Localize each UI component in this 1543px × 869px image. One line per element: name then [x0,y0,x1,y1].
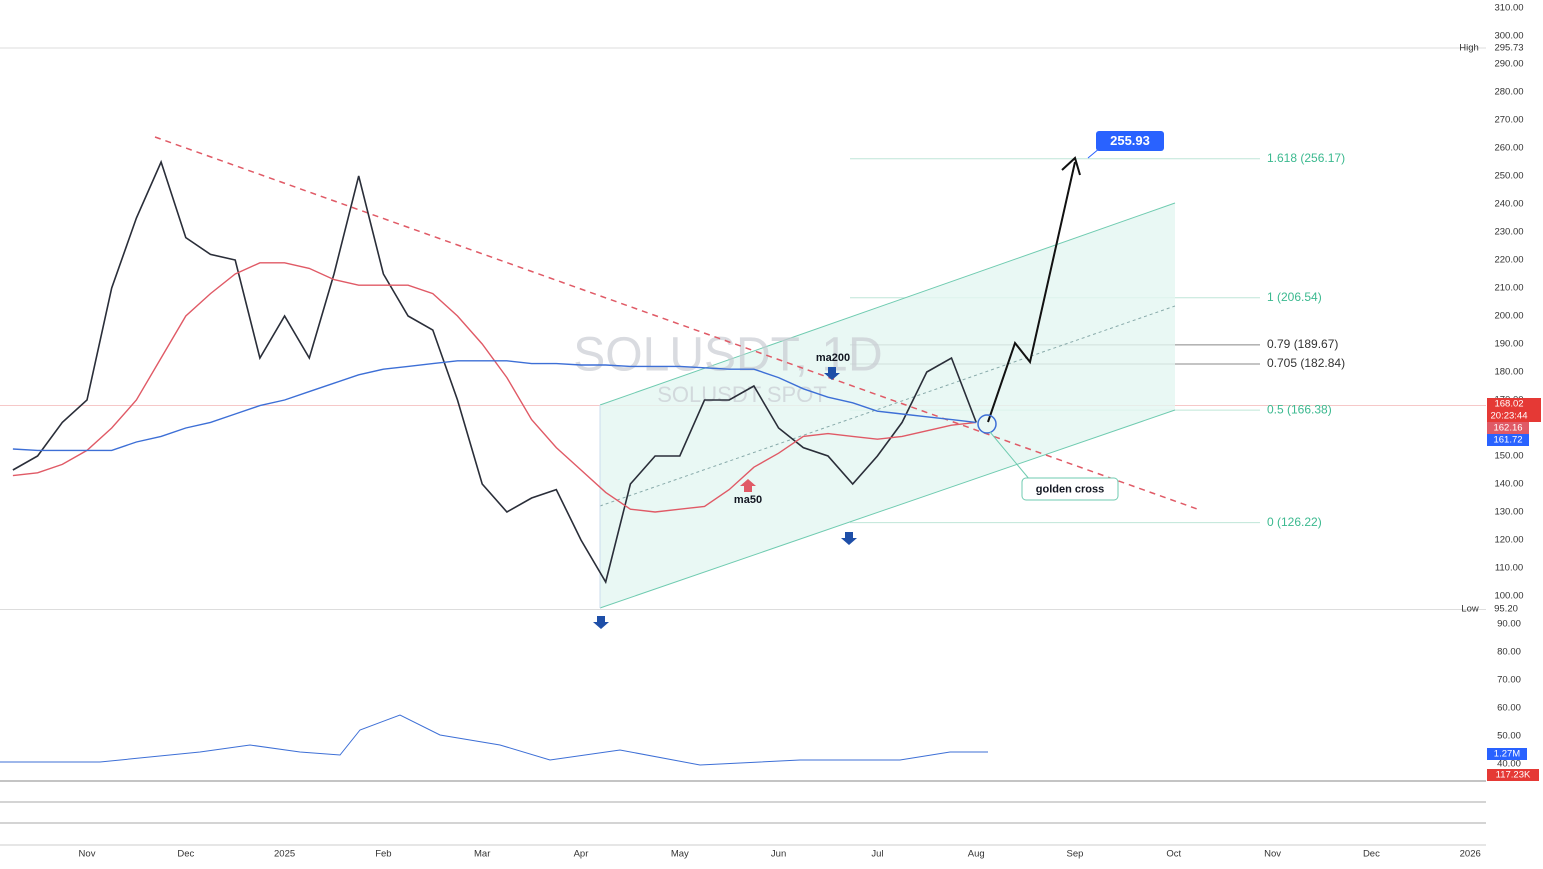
ma50-value: 162.16 [1493,423,1522,434]
volume-ma-value: 1.27M [1494,749,1520,760]
y-tick-label: 120.00 [1494,535,1523,546]
y-tick-label: 240.00 [1494,199,1523,210]
x-tick-label: Feb [375,849,391,860]
ma200-value: 161.72 [1493,435,1522,446]
x-tick-label: Apr [574,849,589,860]
trendline [154,136,1201,511]
x-tick-label: Nov [79,849,96,860]
up-arrow [740,479,756,492]
projection-arrow [987,161,1076,423]
y-tick-label: 230.00 [1494,227,1523,238]
y-tick-label: 260.00 [1494,143,1523,154]
last-price-box [1487,398,1541,422]
high-tag: High [1459,43,1479,54]
y-tick-label: 290.00 [1494,59,1523,70]
volume-value: 117.23K [1496,770,1531,781]
y-tick-label: 180.00 [1494,367,1523,378]
y-tick-label: 250.00 [1494,171,1523,182]
down-arrow [841,532,857,545]
x-axis: Nov Dec 2025 Feb Mar Apr May Jun Jul Aug Sep Oct Nov… [79,849,1481,860]
high-label: 295.73 [1494,43,1523,54]
ma50-box [1487,422,1529,434]
x-tick-label: Jul [871,849,883,860]
target-box [1096,131,1164,151]
plot [12,159,977,585]
x-tick-label: 2026 [1460,849,1481,860]
volume-ma [0,714,988,766]
x-tick-label: Oct [1166,849,1181,860]
target-label: 255.93 [1110,133,1150,148]
golden-cross-label: golden cross [1036,483,1104,495]
fib-label: 0.79 (189.67) [1267,337,1338,351]
ma-line [12,360,977,452]
volume-ma-box [1487,748,1527,760]
y-tick-label: 190.00 [1494,339,1523,350]
down-arrow [593,616,609,629]
last-price: 168.02 [1494,399,1523,410]
x-tick-label: Nov [1264,849,1281,860]
y-tick-label: 310.00 [1494,3,1523,14]
fib-label: 1 (206.54) [1267,290,1322,304]
y-tick-label: 70.00 [1497,675,1521,686]
x-tick-label: Dec [1363,849,1380,860]
watermark-subtitle: SOLUSDT SPOT [657,382,827,407]
y-tick-label: 280.00 [1494,87,1523,98]
y-tick-label: 200.00 [1494,311,1523,322]
y-axis: 310.00 300.00 290.00 280.00 270.00 260.00 250.… [1494,3,1523,770]
y-tick-label: 300.00 [1494,31,1523,42]
y-tick-label: 150.00 [1494,451,1523,462]
y-tick-label: 50.00 [1497,731,1521,742]
x-tick-label: May [671,849,689,860]
x-tick-label: Dec [177,849,194,860]
ma200-box [1487,434,1529,446]
low-label: 95.20 [1494,604,1518,615]
y-tick-label: 90.00 [1497,619,1521,630]
countdown: 20:23:44 [1491,411,1528,422]
price-line [12,159,977,585]
ma50-label: ma50 [734,494,762,506]
fib-label: 1.618 (256.17) [1267,151,1345,165]
ma200-label: ma200 [816,352,850,364]
y-tick-label: 60.00 [1497,703,1521,714]
y-tick-label: 220.00 [1494,255,1523,266]
x-tick-label: Jun [771,849,786,860]
channel [600,203,1175,608]
fib-label: 0 (126.22) [1267,515,1322,529]
y-tick-label: 110.00 [1495,563,1523,574]
fib-label: 0.705 (182.84) [1267,356,1345,370]
x-tick-label: Sep [1067,849,1084,860]
y-tick-label: 40.00 [1497,759,1521,770]
y-tick-label: 140.00 [1494,479,1523,490]
fib-label: 0.5 (166.38) [1267,402,1332,416]
x-tick-label: 2025 [274,849,295,860]
y-tick-label: 100.00 [1494,591,1523,602]
low-tag: Low [1461,604,1479,615]
x-tick-label: Mar [474,849,490,860]
y-tick-label: 270.00 [1494,115,1523,126]
arrow-head [1061,156,1081,176]
callout-pointer [989,431,1031,481]
cross-marker [977,414,997,434]
channel-bottom [599,409,1176,609]
y-tick-label: 210.00 [1494,283,1523,294]
down-arrow [824,367,840,380]
volume-box [1487,769,1539,781]
x-tick-label: Aug [968,849,985,860]
callout-box [1021,477,1119,501]
y-tick-label: 80.00 [1497,647,1521,658]
channel-top [599,202,1176,406]
y-tick-label: 130.00 [1494,507,1523,518]
